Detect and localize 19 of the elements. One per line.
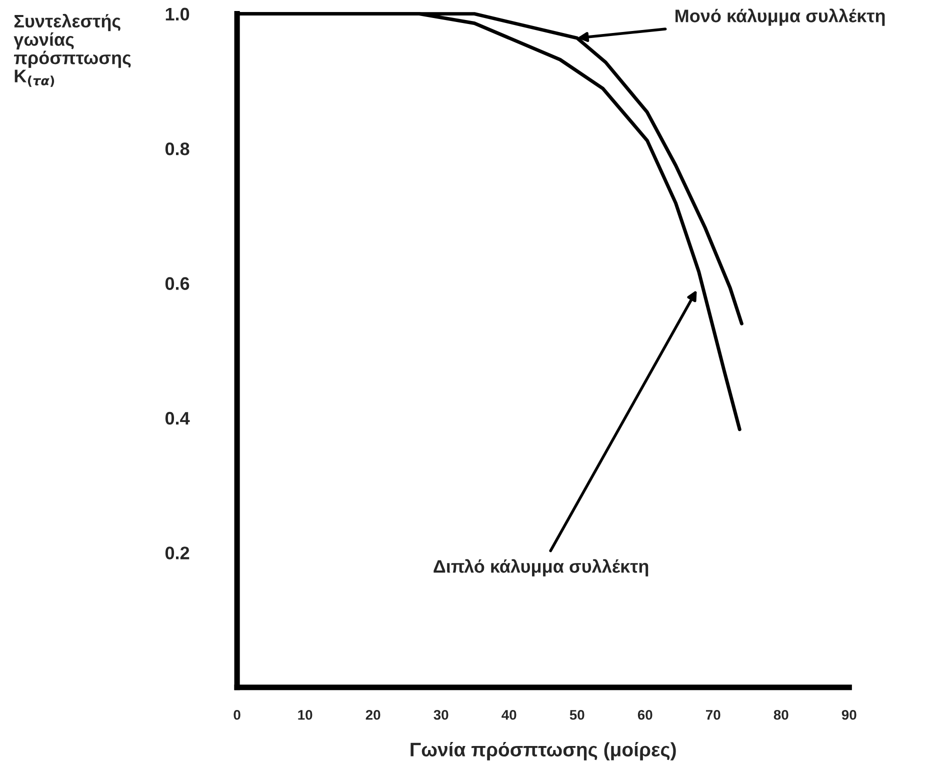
x-tick-label: 10 <box>298 710 312 720</box>
y-axis-title: Συντελεστής γωνίας πρόσπτωσης K$_{(τα)}$ <box>14 14 131 87</box>
annotation: Μονό κάλυμμα συλλέκτη <box>676 8 885 26</box>
x-axis-title: Γωνία πρόσπτωσης (μοίρες) <box>410 742 676 760</box>
y-tick-label: 0.4 <box>165 412 190 425</box>
x-tick-label: 50 <box>570 710 584 720</box>
x-tick-label: 60 <box>638 710 652 720</box>
x-tick-label: 0 <box>234 710 240 720</box>
y-tick-label: 0.6 <box>165 277 190 290</box>
x-tick-label: 40 <box>502 710 516 720</box>
x-tick-label: 30 <box>434 710 448 720</box>
x-tick-label: 80 <box>774 710 788 720</box>
x-tick-label: 70 <box>706 710 720 720</box>
y-tick-label: 1.0 <box>166 8 190 21</box>
x-tick-label: 20 <box>366 710 380 720</box>
annotation: Διπλό κάλυμμα συλλέκτη <box>434 559 648 576</box>
x-tick-label: 90 <box>842 710 856 720</box>
y-tick-label: 0.2 <box>165 546 190 560</box>
y-tick-label: 0.8 <box>165 142 190 156</box>
